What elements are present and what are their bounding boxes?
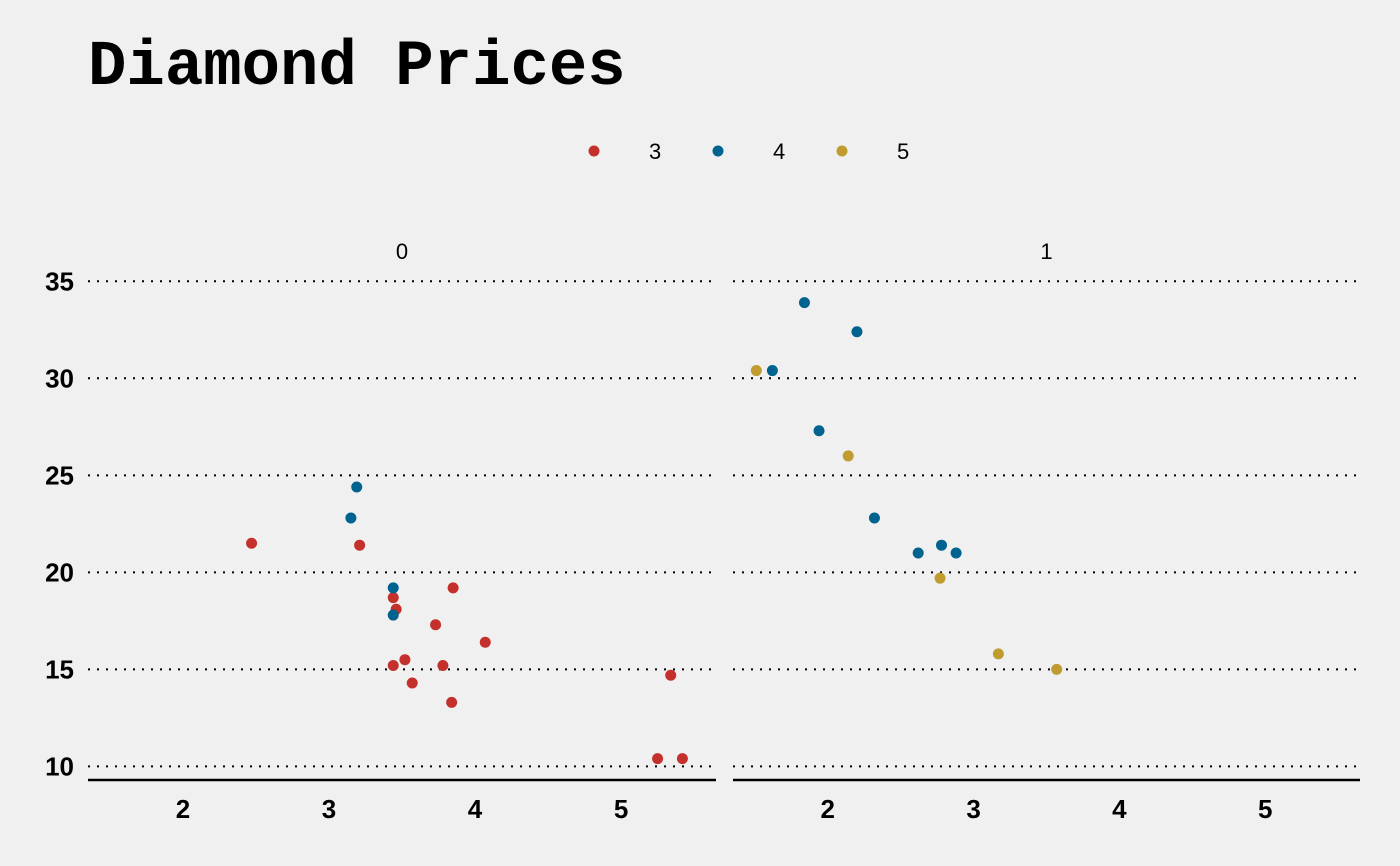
facet-label-0: 0 <box>396 239 408 264</box>
x-tick-label: 5 <box>614 794 628 824</box>
y-tick-label: 20 <box>45 557 74 587</box>
data-point-3 <box>437 660 449 672</box>
data-point-4 <box>950 547 962 559</box>
legend-label-4: 4 <box>773 139 785 164</box>
y-tick-label: 15 <box>45 654 74 684</box>
data-point-4 <box>798 297 810 309</box>
data-point-3 <box>387 592 399 604</box>
data-point-3 <box>406 677 418 689</box>
data-point-5 <box>992 648 1004 660</box>
data-point-4 <box>868 512 880 524</box>
legend-marker-5 <box>836 145 848 157</box>
data-point-5 <box>842 450 854 462</box>
legend-item-5: 5 <box>836 139 909 164</box>
x-tick-label: 2 <box>176 794 190 824</box>
legend-label-5: 5 <box>897 139 909 164</box>
facet-label-1: 1 <box>1040 239 1052 264</box>
data-point-5 <box>750 365 762 377</box>
y-tick-label: 30 <box>45 363 74 393</box>
chart-title: Diamond Prices <box>88 32 626 104</box>
data-point-3 <box>399 654 411 666</box>
x-tick-label: 2 <box>821 794 835 824</box>
data-point-4 <box>387 609 399 621</box>
x-tick-label: 4 <box>468 794 483 824</box>
data-point-4 <box>851 326 863 338</box>
x-tick-label: 5 <box>1258 794 1272 824</box>
data-point-3 <box>446 696 458 708</box>
data-point-4 <box>766 365 778 377</box>
data-point-4 <box>387 582 399 594</box>
data-point-3 <box>387 660 399 672</box>
data-point-4 <box>345 512 357 524</box>
x-tick-label: 3 <box>322 794 336 824</box>
legend-item-4: 4 <box>712 139 785 164</box>
x-tick-label: 3 <box>966 794 980 824</box>
y-tick-label: 25 <box>45 460 74 490</box>
x-tick-label: 4 <box>1112 794 1127 824</box>
data-point-3 <box>447 582 459 594</box>
data-point-5 <box>1051 663 1063 675</box>
data-point-3 <box>665 669 677 681</box>
data-point-3 <box>354 539 366 551</box>
data-point-4 <box>936 539 948 551</box>
data-point-3 <box>430 619 442 631</box>
data-point-3 <box>246 537 258 549</box>
data-point-5 <box>934 572 946 584</box>
data-point-4 <box>912 547 924 559</box>
legend: 3 4 5 <box>588 139 909 164</box>
legend-marker-4 <box>712 145 724 157</box>
legend-label-3: 3 <box>649 139 661 164</box>
y-tick-label: 35 <box>45 266 74 296</box>
facet-panel-1: 1 2 3 4 5 <box>733 239 1360 824</box>
data-point-4 <box>351 481 363 493</box>
legend-item-3: 3 <box>588 139 661 164</box>
data-point-3 <box>676 753 688 765</box>
facet-panel-0: 0 10 15 20 25 30 35 2 3 4 5 <box>45 239 716 824</box>
data-point-3 <box>652 753 664 765</box>
y-tick-label: 10 <box>45 751 74 781</box>
data-point-3 <box>479 636 491 648</box>
data-point-4 <box>813 425 825 437</box>
legend-marker-3 <box>588 145 600 157</box>
facet-panels: 0 10 15 20 25 30 35 2 3 4 5 1 2 3 4 5 <box>45 239 1360 824</box>
